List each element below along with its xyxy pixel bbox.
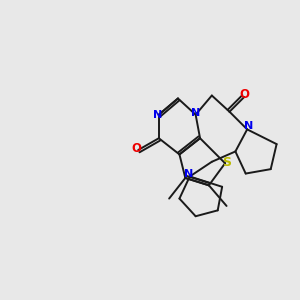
- Text: N: N: [244, 122, 253, 131]
- Text: S: S: [222, 156, 231, 169]
- Text: O: O: [132, 142, 142, 155]
- Text: N: N: [153, 110, 162, 120]
- Text: O: O: [239, 88, 250, 101]
- Text: N: N: [191, 108, 200, 118]
- Text: N: N: [184, 169, 193, 178]
